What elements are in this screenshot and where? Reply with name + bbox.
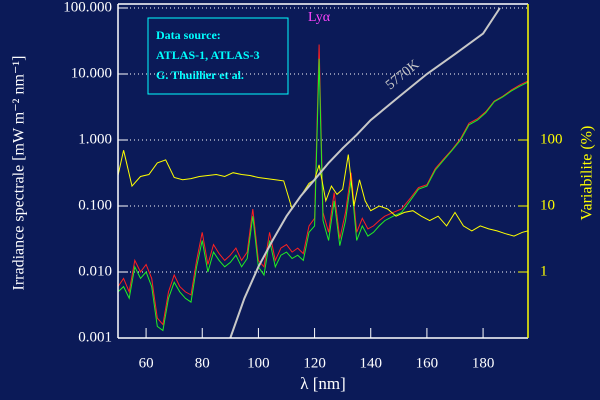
y2-tick-label: 100 xyxy=(540,131,563,147)
source-line: G. Thuillier et al. xyxy=(156,68,244,82)
x-tick-label: 80 xyxy=(195,355,210,371)
x-axis-label: λ [nm] xyxy=(300,374,346,393)
series-line xyxy=(117,58,529,332)
source-line: ATLAS-1, ATLAS-3 xyxy=(156,48,260,62)
series-line xyxy=(117,150,529,237)
y-tick-label: 0.001 xyxy=(78,329,112,345)
x-tick-label: 60 xyxy=(139,355,154,371)
y-tick-label: 10.000 xyxy=(71,65,112,81)
y-tick-label: 100.000 xyxy=(63,0,112,15)
y-tick-label: 1.000 xyxy=(78,131,112,147)
y-axis-label: Irradiance spectrale [mW m⁻² nm⁻¹] xyxy=(11,56,28,291)
annotation: Lyα xyxy=(308,10,331,25)
x-tick-label: 100 xyxy=(247,355,270,371)
series-line xyxy=(117,44,529,326)
source-box xyxy=(147,17,289,95)
x-tick-label: 160 xyxy=(416,355,439,371)
y2-tick-label: 10 xyxy=(540,197,555,213)
x-tick-label: 180 xyxy=(472,355,495,371)
y2-axis-label: Variabilite (%) xyxy=(579,126,596,221)
y-tick-label: 0.010 xyxy=(78,263,112,279)
y-tick-label: 0.100 xyxy=(78,197,112,213)
x-tick-label: 140 xyxy=(359,355,382,371)
x-tick-label: 120 xyxy=(303,355,326,371)
source-line: Data source: xyxy=(156,28,221,42)
y2-tick-label: 1 xyxy=(540,263,548,279)
series-line xyxy=(229,7,501,339)
